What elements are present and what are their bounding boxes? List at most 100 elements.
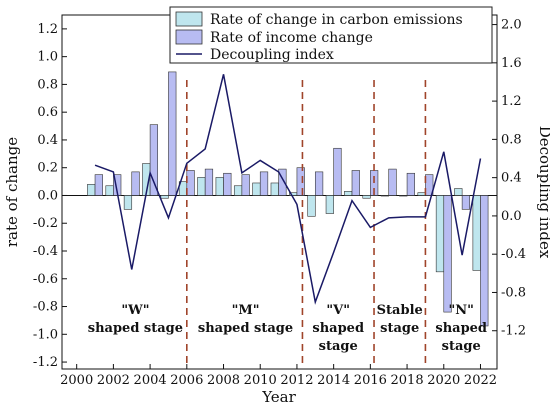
stage-label-3: shaped — [312, 321, 364, 336]
carbon-bar-2016 — [362, 195, 371, 199]
income-bar-2009 — [241, 174, 250, 196]
carbon-bar-2009 — [233, 185, 243, 196]
right-tick-label: 1.2 — [501, 94, 522, 109]
left-tick-label: 0.8 — [37, 77, 58, 92]
carbon-bar-2001 — [87, 184, 96, 196]
left-tick-label: -1.0 — [33, 327, 58, 342]
stage-label-5: "N" — [448, 303, 473, 318]
legend: Rate of change in carbon emissions Rate … — [169, 6, 493, 64]
income-bar-2012 — [296, 167, 305, 196]
income-bar-2018 — [406, 172, 415, 196]
carbon-bar-2013 — [307, 195, 316, 217]
income-bar-2015 — [351, 170, 360, 196]
stage-label-1: "W" — [121, 303, 149, 318]
x-tick-label: 2010 — [244, 373, 277, 388]
income-bar-2010 — [259, 171, 269, 196]
carbon-bar-2005 — [160, 195, 169, 199]
income-bar-2007 — [204, 168, 214, 196]
stage-label-2: "M" — [232, 303, 260, 318]
right-tick-label: -0.8 — [501, 285, 526, 300]
income-bar-2020 — [443, 195, 452, 313]
x-tick-label: 2022 — [464, 373, 497, 388]
right-tick-label: 2.0 — [501, 18, 522, 33]
legend-label-income: Rate of income change — [210, 30, 373, 46]
income-bar-2005 — [168, 71, 177, 196]
bars-layer — [87, 71, 489, 327]
x-tick-label: 2004 — [134, 373, 167, 388]
stage-label-1: shaped stage — [88, 321, 183, 336]
right-y-axis-ticks: -1.2 -0.8 -0.4 0.0 0.4 0.8 1.2 1.6 2.0 — [492, 18, 526, 339]
decoupling-index-line — [94, 74, 482, 305]
stage-label-3: "V" — [326, 303, 350, 318]
carbon-bar-2018 — [399, 195, 408, 197]
income-bar-2011 — [278, 168, 287, 196]
stage-label-2: shaped stage — [198, 321, 293, 336]
carbon-bar-2010 — [252, 182, 261, 196]
x-tick-label: 2000 — [60, 373, 93, 388]
carbon-bar-2022 — [472, 195, 481, 271]
carbon-bar-2003 — [123, 195, 133, 210]
left-tick-label: -0.6 — [33, 272, 58, 287]
carbon-bar-2019 — [417, 192, 426, 196]
right-tick-label: -0.4 — [501, 247, 526, 262]
income-bar-2022 — [480, 195, 489, 327]
x-tick-label: 2014 — [317, 373, 350, 388]
right-tick-label: -1.2 — [501, 324, 526, 339]
carbon-bar-2020 — [435, 195, 445, 273]
x-tick-label: 2002 — [97, 373, 130, 388]
right-tick-label: 1.6 — [501, 56, 522, 71]
x-tick-label: 2020 — [427, 373, 460, 388]
left-tick-label: -0.2 — [33, 216, 58, 231]
left-y-axis-title: rate of change — [3, 137, 21, 247]
x-axis-ticks: 2000 2002 2004 2006 2008 2010 2012 2014 2016 2018… — [60, 364, 497, 388]
income-bar-2013 — [314, 171, 324, 196]
stage-dividers — [186, 80, 427, 368]
stage-label-5: shaped — [435, 321, 487, 336]
x-axis-title: Year — [261, 388, 296, 406]
income-bar-2019 — [425, 174, 434, 196]
carbon-bar-2007 — [197, 177, 206, 196]
income-bar-2006 — [186, 170, 195, 196]
income-bar-2003 — [131, 171, 140, 196]
right-tick-label: 0.8 — [501, 132, 522, 147]
left-tick-label: -0.8 — [33, 300, 58, 315]
left-tick-label: 0.0 — [37, 188, 58, 203]
stage-label-4: stage — [380, 321, 419, 336]
legend-swatch-carbon — [175, 11, 203, 27]
income-bar-2008 — [223, 172, 232, 196]
carbon-bar-2014 — [325, 195, 334, 214]
legend-label-carbon: Rate of change in carbon emissions — [210, 12, 463, 28]
carbon-bar-2008 — [215, 177, 224, 196]
right-y-axis-title: Decoupling index — [536, 126, 550, 259]
left-tick-label: 1.2 — [37, 22, 58, 37]
left-tick-label: -1.2 — [33, 355, 58, 370]
left-tick-label: 1.0 — [37, 50, 58, 65]
decoupling-line-layer — [94, 74, 482, 305]
x-tick-label: 2008 — [207, 373, 240, 388]
left-tick-label: -0.4 — [33, 244, 58, 259]
income-bar-2004 — [149, 124, 159, 196]
x-tick-label: 2012 — [280, 373, 313, 388]
x-tick-label: 2018 — [391, 373, 424, 388]
carbon-bar-2021 — [454, 188, 463, 196]
income-bar-2001 — [94, 174, 103, 196]
income-bar-2017 — [388, 168, 397, 196]
right-tick-label: 0.4 — [501, 171, 522, 186]
stage-label-4: Stable — [377, 303, 423, 318]
legend-label-decoupling: Decoupling index — [210, 47, 334, 63]
left-tick-label: 0.4 — [37, 133, 58, 148]
income-bar-2014 — [333, 147, 342, 196]
carbon-bar-2002 — [105, 185, 114, 196]
legend-box — [169, 6, 493, 64]
left-tick-label: 0.6 — [37, 105, 58, 120]
carbon-bar-2011 — [270, 182, 279, 196]
right-tick-label: 0.0 — [501, 209, 522, 224]
stage-label-5: stage — [442, 339, 481, 354]
left-tick-label: 0.2 — [37, 161, 58, 176]
legend-swatch-income — [175, 29, 203, 45]
carbon-bar-2015 — [344, 191, 353, 196]
left-y-axis-ticks: -1.2 -1.0 -0.8 -0.6 -0.4 -0.2 0.0 0.2 0.4 0.6 0.8 1… — [33, 22, 67, 370]
x-tick-label: 2006 — [170, 373, 203, 388]
